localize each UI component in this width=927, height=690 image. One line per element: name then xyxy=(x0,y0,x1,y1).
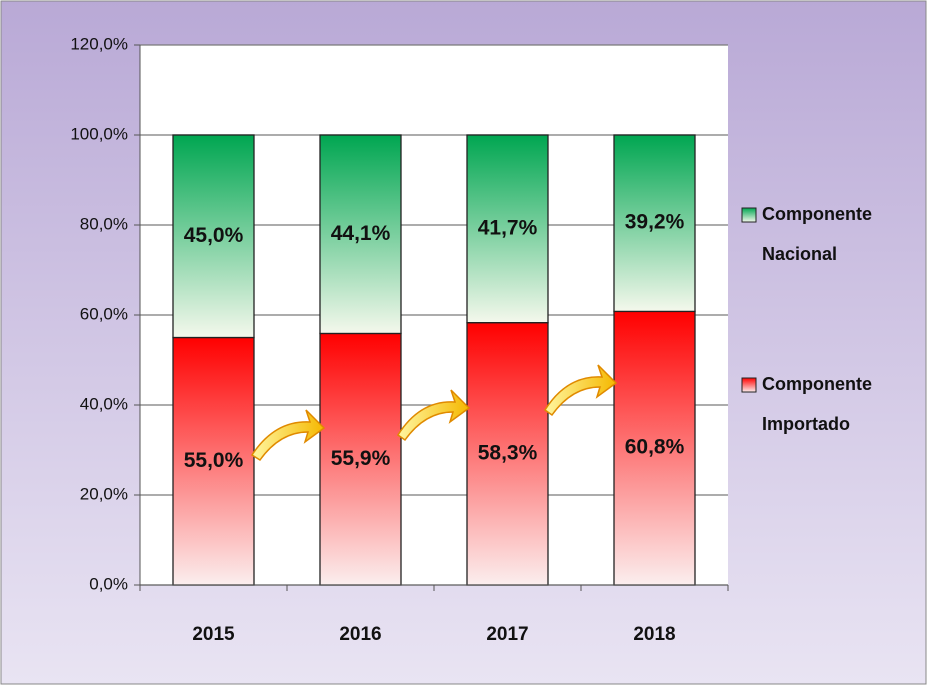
arrow xyxy=(250,409,326,462)
x-tick-label: 2017 xyxy=(486,624,528,645)
x-tick-label: 2018 xyxy=(633,624,675,645)
y-tick-label: 20,0% xyxy=(80,484,128,503)
bar-segment xyxy=(466,321,549,586)
data-label: 55,0% xyxy=(184,449,244,472)
data-label: 55,9% xyxy=(331,447,391,470)
legend-label: Componente Importado xyxy=(762,374,872,434)
bar-segment xyxy=(613,310,696,586)
arrow xyxy=(396,389,471,442)
data-label: 41,7% xyxy=(478,216,538,239)
bar-segment xyxy=(319,332,402,586)
data-label: 39,2% xyxy=(625,211,685,234)
y-tick-label: 40,0% xyxy=(80,394,128,413)
y-tick-label: 80,0% xyxy=(80,214,128,233)
arrow xyxy=(543,364,618,417)
y-tick-label: 60,0% xyxy=(80,304,128,323)
y-tick-label: 0,0% xyxy=(89,574,128,593)
bar-segment xyxy=(172,134,255,339)
arrows xyxy=(250,364,618,462)
x-tick-label: 2015 xyxy=(192,624,235,645)
bar-segment xyxy=(466,134,549,324)
legend-label: Componente Nacional xyxy=(762,204,872,264)
bar-segment xyxy=(319,134,402,335)
data-label: 58,3% xyxy=(478,441,538,464)
legend-swatch xyxy=(741,377,757,393)
y-tick-label: 120,0% xyxy=(70,34,128,53)
legend-swatch xyxy=(741,207,757,223)
data-label: 45,0% xyxy=(184,224,244,247)
data-label: 44,1% xyxy=(331,222,391,245)
y-tick-label: 100,0% xyxy=(70,124,128,143)
bar-segment xyxy=(172,336,255,586)
data-label: 60,8% xyxy=(625,436,685,459)
x-tick-label: 2016 xyxy=(339,624,381,645)
bar-segment xyxy=(613,134,696,313)
